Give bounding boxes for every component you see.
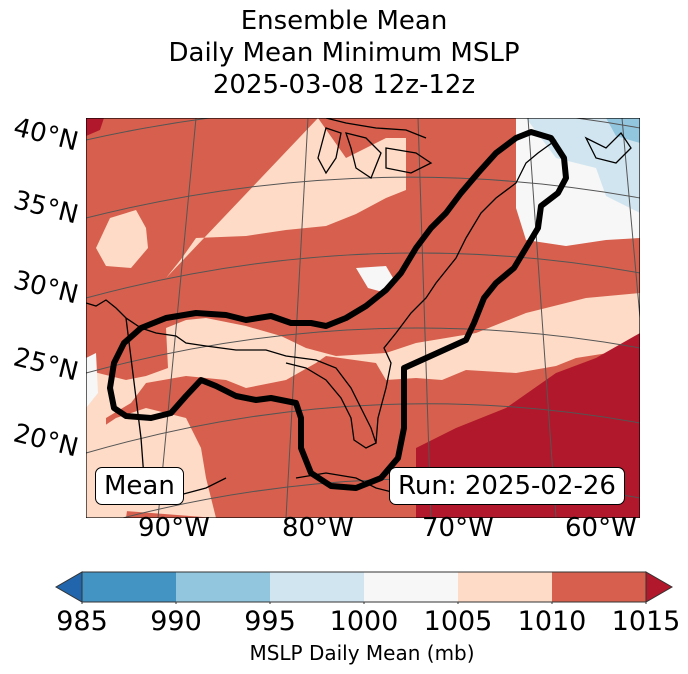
lat-label-20: 20°N	[10, 418, 82, 464]
colorbar-bin-990-995	[176, 572, 270, 602]
colorbar-tick-label: 1000	[329, 606, 399, 637]
field-gt-1015-nw	[86, 118, 104, 136]
lon-label-60w: 60°W	[565, 513, 637, 543]
title-line-1: Ensemble Mean	[240, 6, 448, 36]
colorbar	[54, 571, 674, 604]
colorbar-tick-label: 1010	[517, 606, 587, 637]
map-plot	[86, 118, 640, 518]
colorbar-bin-1005-1010	[458, 572, 552, 602]
colorbar-label: MSLP Daily Mean (mb)	[249, 641, 475, 665]
colorbar-bin-985-990	[82, 572, 176, 602]
colorbar-tick-label: 990	[150, 606, 202, 637]
lon-label-90w: 90°W	[138, 513, 210, 543]
lat-label-35: 35°N	[10, 185, 82, 231]
colorbar-tick-label: 1005	[423, 606, 493, 637]
colorbar-tick-label: 995	[244, 606, 296, 637]
title-line-3: 2025-03-08 12z-12z	[212, 70, 476, 100]
lon-label-70w: 70°W	[422, 513, 494, 543]
lat-label-30: 30°N	[10, 265, 82, 311]
colorbar-extend-low	[54, 571, 83, 603]
field-1000-1005-west	[86, 353, 98, 408]
lat-label-25: 25°N	[10, 342, 82, 388]
colorbar-tick-label: 1015	[611, 606, 681, 637]
run-date-tag: Run: 2025-02-26	[389, 467, 625, 505]
lat-label-40: 40°N	[10, 112, 82, 158]
storm-track-contour	[107, 129, 569, 491]
field-1000-1005	[516, 118, 640, 246]
field-1005-1010-west	[96, 210, 148, 268]
colorbar-tick-label: 985	[56, 606, 108, 637]
colorbar-bin-995-1000	[270, 572, 364, 602]
colorbar-extend-high	[645, 571, 674, 603]
colorbar-bin-1000-1005	[364, 572, 458, 602]
field-1005-1010	[86, 118, 640, 518]
title-line-2: Daily Mean Minimum MSLP	[168, 38, 520, 68]
lon-label-80w: 80°W	[282, 513, 354, 543]
mean-tag: Mean	[95, 467, 184, 505]
colorbar-bin-1010-1015	[552, 572, 646, 602]
